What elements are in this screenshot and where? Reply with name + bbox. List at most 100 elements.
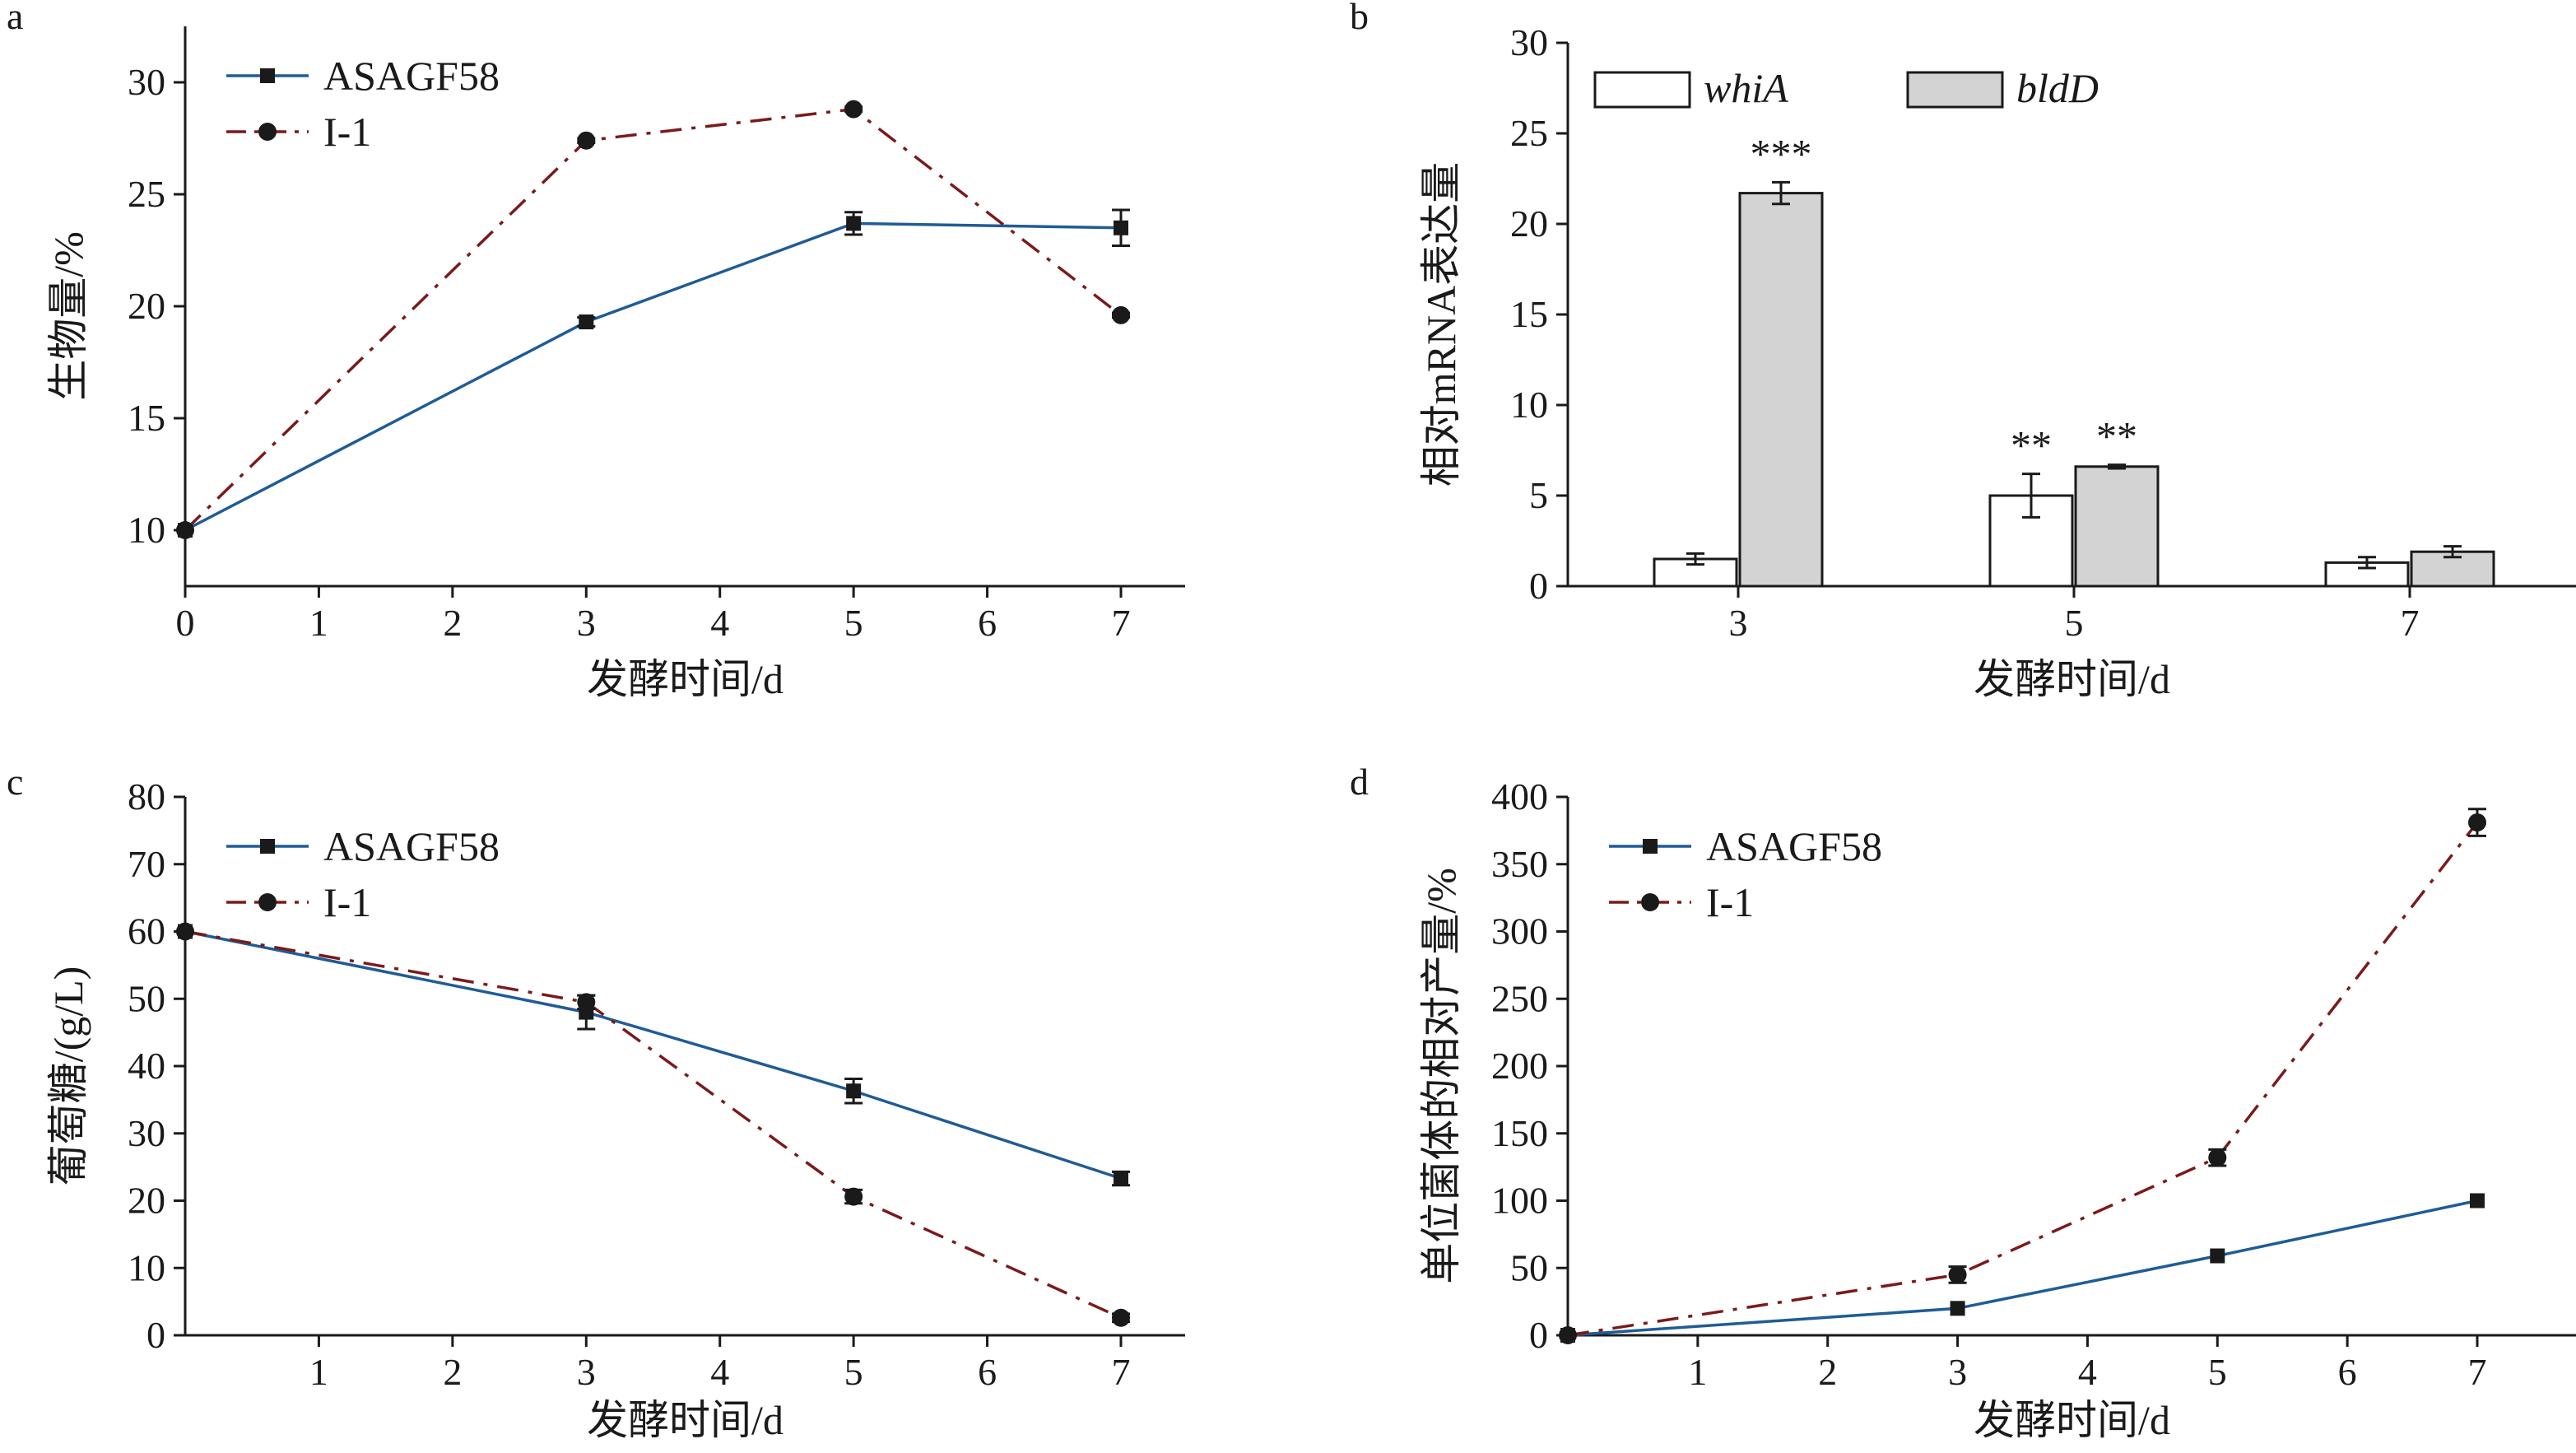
panel-c-ytick-label: 50: [128, 977, 165, 1019]
panel-d-data-point: [1950, 1301, 1965, 1316]
panel-d-legend: ASAGF58 I-1: [1609, 823, 1882, 925]
panel-d-ytick-label: 400: [1491, 775, 1548, 817]
panel-d-series-1: [1559, 808, 2486, 1344]
panel-a-ytick-label: 20: [128, 285, 165, 327]
panel-c-ytick-label: 60: [128, 910, 165, 952]
panel-b-legend-label: bldD: [2016, 65, 2099, 111]
panel-a-xtick-label: 5: [844, 602, 863, 644]
panel-b-error-bar: [1686, 552, 1704, 566]
panel-d-legend-label: ASAGF58: [1706, 823, 1882, 869]
panel-a-data-point: [1112, 305, 1130, 324]
panel-c-y-axis-label: 葡萄糖/(g/L): [45, 966, 91, 1186]
panel-a-legend-label: I-1: [323, 109, 371, 155]
panel-a-data-point: [846, 216, 862, 231]
panel-c-series-line: [184, 929, 1122, 1181]
panel-a-data-point: [579, 314, 594, 330]
panel-b-error-bar: [1772, 180, 1790, 206]
panel-d-xtick-label: 3: [1948, 1351, 1967, 1393]
panel-c-xtick-label: 7: [1112, 1351, 1131, 1393]
panel-d-data-point: [2208, 1148, 2227, 1167]
panel-d-xtick-label: 6: [2338, 1351, 2357, 1393]
panel-c-xtick-label: 5: [844, 1351, 863, 1393]
panel-c-xtick-label: 1: [309, 1351, 328, 1393]
panel-d-data-point: [1948, 1265, 1967, 1284]
panel-d-xtick-label: 2: [1818, 1351, 1837, 1393]
panel-a-xtick-label: 3: [577, 602, 596, 644]
panel-d-xtick-label: 7: [2468, 1351, 2487, 1393]
panel-c-ytick-label: 20: [128, 1180, 165, 1222]
panel-b-bar: [1738, 192, 1824, 588]
panel-a-x-axis-label: 发酵时间/d: [587, 656, 783, 702]
panel-c-data-point: [1112, 1308, 1130, 1327]
panel-a-xtick-label: 7: [1112, 602, 1131, 644]
panel-d-ytick-label: 100: [1491, 1180, 1548, 1222]
panel-a-data-point: [1114, 220, 1128, 235]
panel-c-x-axis-label: 发酵时间/d: [587, 1397, 783, 1443]
panel-d-xtick-label: 4: [2078, 1351, 2097, 1393]
panel-b-xtick-label: 3: [1729, 602, 1748, 644]
panel-d-legend-marker: [1643, 839, 1658, 854]
panel-a-panel-letter: a: [7, 0, 23, 37]
panel-c-ytick-label: 30: [128, 1112, 165, 1154]
panel-b-significance-label: **: [2011, 422, 2052, 468]
panel-a-legend-marker: [260, 68, 275, 83]
panel-c-ytick-label: 0: [146, 1314, 165, 1356]
panel-d-legend-marker: [1641, 893, 1659, 911]
panel-d-data-point: [2470, 1193, 2485, 1209]
panel-c-xtick-label: 6: [978, 1351, 997, 1393]
panel-b-legend-swatch: [1593, 71, 1691, 109]
panel-b-ytick-label: 5: [1529, 474, 1548, 516]
panel-c-axes: [184, 797, 1185, 1337]
panel-a-xtick-label: 1: [309, 602, 328, 644]
panel-b-error-bar: [2443, 545, 2462, 559]
panel-b-legend-swatch: [1906, 71, 2004, 109]
panel-c-data-point: [844, 1187, 863, 1206]
panel-d-y-axis-label: 单位菌体的相对产量/%: [1418, 868, 1464, 1284]
panel-a-data-point: [176, 521, 194, 539]
panel-d-axes: [1566, 797, 2576, 1337]
panel-d-ytick-label: 200: [1491, 1045, 1548, 1087]
panel-a-series-line: [184, 107, 1123, 532]
panel-b-xtick-label: 5: [2065, 602, 2084, 644]
panel-c-series-0: [178, 924, 1130, 1187]
panel-d-series-line: [1567, 821, 2479, 1337]
panel-b-ytick-label: 10: [1510, 384, 1548, 426]
panel-b-ytick-label: 15: [1510, 293, 1548, 335]
panel-b-legend: whiA bldD: [1593, 65, 2099, 111]
panel-d-data-point: [2210, 1248, 2225, 1264]
panel-a-legend: ASAGF58 I-1: [226, 53, 500, 155]
panel-c-xtick-label: 3: [577, 1351, 596, 1393]
panel-b-xtick-label: 7: [2401, 602, 2420, 644]
panel-c-panel-letter: c: [7, 761, 23, 803]
panel-b-ytick-label: 30: [1510, 21, 1548, 63]
panel-a-legend-label: ASAGF58: [323, 53, 500, 99]
panel-a-series-0: [178, 208, 1130, 538]
panel-c-legend-label: I-1: [323, 879, 371, 925]
panel-c-legend: ASAGF58 I-1: [226, 823, 500, 925]
panel-d-ytick-label: 250: [1491, 977, 1548, 1019]
panel-b-bar: [2074, 465, 2160, 588]
panel-d-data-point: [2468, 813, 2486, 832]
panel-a-series-1: [176, 100, 1130, 539]
panel-a-data-point: [577, 131, 596, 150]
panel-a-ytick-label: 15: [128, 397, 165, 439]
panel-d-series-line: [1567, 1199, 2478, 1337]
panel-a-data-point: [844, 100, 863, 119]
panel-c-legend-marker: [258, 893, 277, 911]
panel-b-series-0: **: [1653, 422, 2410, 588]
panel-c-ytick-label: 10: [128, 1246, 165, 1288]
panel-c-series-line: [184, 929, 1122, 1320]
panel-d-xtick-label: 1: [1688, 1351, 1707, 1393]
panel-b-significance-label: ***: [1751, 130, 1812, 176]
panel-b-error-bar: [2108, 463, 2126, 470]
panel-a-ytick-label: 30: [128, 61, 165, 103]
panel-a-ytick-label: 10: [128, 509, 165, 551]
panel-d-series-0: [1560, 1193, 2485, 1343]
panel-c-xtick-label: 4: [710, 1351, 729, 1393]
panel-a-xtick-label: 4: [710, 602, 729, 644]
panel-c-ytick-label: 70: [128, 843, 165, 885]
panel-d-panel-letter: d: [1350, 761, 1369, 803]
panel-b-significance-label: **: [2096, 413, 2137, 459]
panel-a-legend-marker: [258, 123, 277, 141]
